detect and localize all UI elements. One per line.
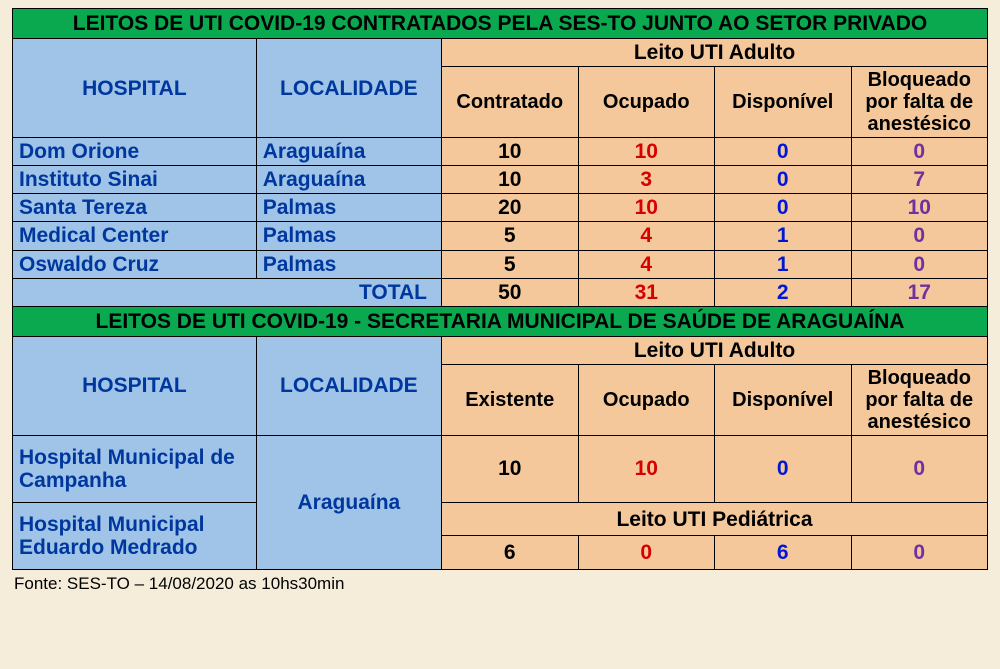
cell-existente: 6: [442, 536, 579, 570]
cell-hospital: Hospital Municipal de Campanha: [13, 435, 257, 502]
hdr-leito-group: Leito UTI Adulto: [442, 39, 988, 67]
cell-ocupado: 10: [578, 194, 715, 222]
cell-disponivel: 1: [715, 250, 852, 278]
cell-localidade: Araguaína: [256, 166, 441, 194]
cell-hospital: Santa Tereza: [13, 194, 257, 222]
table-row: Medical Center Palmas 5 4 1 0: [13, 222, 988, 250]
cell-disponivel: 0: [715, 138, 852, 166]
hdr2-localidade: LOCALIDADE: [256, 336, 441, 435]
hdr-hospital: HOSPITAL: [13, 39, 257, 138]
cell-contratado: 5: [442, 222, 579, 250]
cell-localidade: Palmas: [256, 222, 441, 250]
hdr2-disponivel: Disponível: [715, 364, 852, 435]
cell-contratado: 5: [442, 250, 579, 278]
table-row: Hospital Municipal de Campanha Araguaína…: [13, 435, 988, 502]
cell-disponivel: 0: [715, 194, 852, 222]
hdr-bloqueado: Bloqueado por falta de anestésico: [851, 67, 988, 138]
hdr-localidade: LOCALIDADE: [256, 39, 441, 138]
total-ocupado: 31: [578, 278, 715, 306]
cell-localidade: Araguaína: [256, 138, 441, 166]
hdr2-existente: Existente: [442, 364, 579, 435]
cell-bloqueado: 0: [851, 138, 988, 166]
table-row: Oswaldo Cruz Palmas 5 4 1 0: [13, 250, 988, 278]
cell-localidade: Araguaína: [256, 435, 441, 569]
cell-ocupado: 3: [578, 166, 715, 194]
table-total-row: TOTAL 50 31 2 17: [13, 278, 988, 306]
cell-contratado: 20: [442, 194, 579, 222]
covid-uti-table: LEITOS DE UTI COVID-19 CONTRATADOS PELA …: [12, 8, 988, 570]
cell-hospital: Oswaldo Cruz: [13, 250, 257, 278]
cell-ocupado: 10: [578, 138, 715, 166]
hdr2-bloqueado: Bloqueado por falta de anestésico: [851, 364, 988, 435]
cell-ocupado: 4: [578, 250, 715, 278]
cell-hospital: Hospital Municipal Eduardo Medrado: [13, 502, 257, 569]
cell-hospital: Instituto Sinai: [13, 166, 257, 194]
cell-disponivel: 0: [715, 435, 852, 502]
total-contratado: 50: [442, 278, 579, 306]
hdr-ocupado: Ocupado: [578, 67, 715, 138]
cell-hospital: Dom Orione: [13, 138, 257, 166]
cell-disponivel: 0: [715, 166, 852, 194]
cell-bloqueado: 10: [851, 194, 988, 222]
hdr-contratado: Contratado: [442, 67, 579, 138]
cell-bloqueado: 0: [851, 435, 988, 502]
footer-source: Fonte: SES-TO – 14/08/2020 as 10hs30min: [12, 570, 988, 594]
cell-contratado: 10: [442, 166, 579, 194]
hdr-disponivel: Disponível: [715, 67, 852, 138]
total-disponivel: 2: [715, 278, 852, 306]
section2-title: LEITOS DE UTI COVID-19 - SECRETARIA MUNI…: [13, 306, 988, 336]
table-row: Instituto Sinai Araguaína 10 3 0 7: [13, 166, 988, 194]
cell-existente: 10: [442, 435, 579, 502]
table-row: Santa Tereza Palmas 20 10 0 10: [13, 194, 988, 222]
cell-localidade: Palmas: [256, 194, 441, 222]
cell-ocupado: 10: [578, 435, 715, 502]
cell-bloqueado: 0: [851, 536, 988, 570]
cell-bloqueado: 7: [851, 166, 988, 194]
cell-disponivel: 1: [715, 222, 852, 250]
cell-disponivel: 6: [715, 536, 852, 570]
hdr2-ocupado: Ocupado: [578, 364, 715, 435]
hdr2-hospital: HOSPITAL: [13, 336, 257, 435]
total-bloqueado: 17: [851, 278, 988, 306]
cell-bloqueado: 0: [851, 250, 988, 278]
cell-hospital: Medical Center: [13, 222, 257, 250]
total-label: TOTAL: [13, 278, 442, 306]
hdr2-leito-group: Leito UTI Adulto: [442, 336, 988, 364]
hdr2-pediatric: Leito UTI Pediátrica: [442, 502, 988, 536]
cell-ocupado: 4: [578, 222, 715, 250]
cell-bloqueado: 0: [851, 222, 988, 250]
cell-ocupado: 0: [578, 536, 715, 570]
table-row: Dom Orione Araguaína 10 10 0 0: [13, 138, 988, 166]
cell-localidade: Palmas: [256, 250, 441, 278]
cell-contratado: 10: [442, 138, 579, 166]
section1-title: LEITOS DE UTI COVID-19 CONTRATADOS PELA …: [13, 9, 988, 39]
